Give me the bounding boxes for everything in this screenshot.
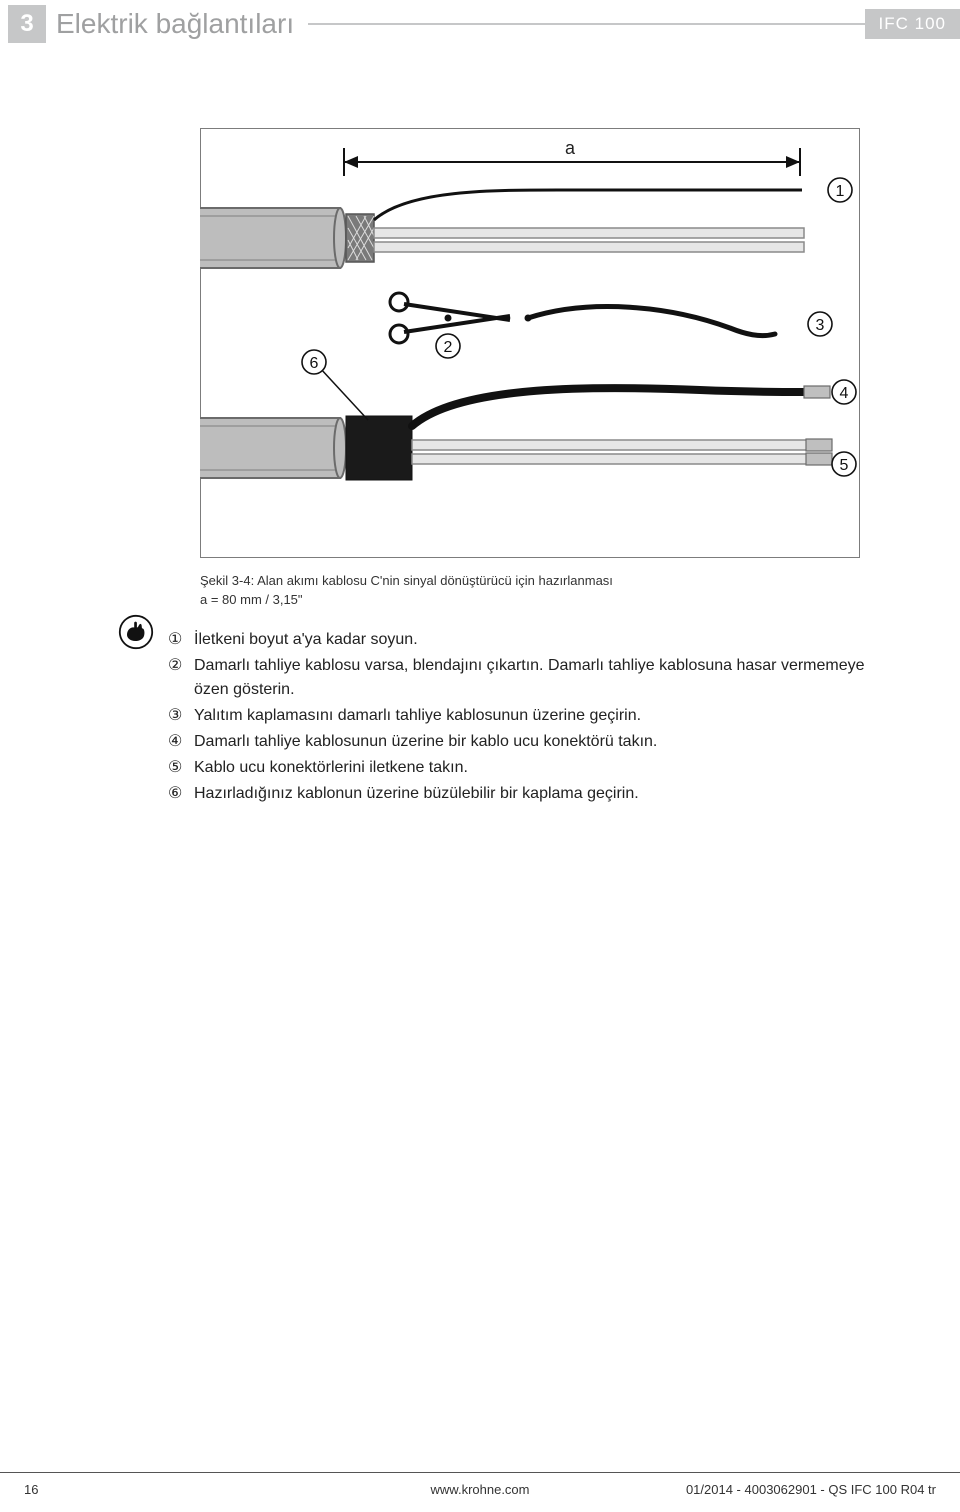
step-row: ⑥ Hazırladığınız kablonun üzerine büzüle… [168,782,880,806]
step-row: ② Damarlı tahliye kablosu varsa, blendaj… [168,654,880,702]
product-badge: IFC 100 [865,9,960,39]
figure-caption: Şekil 3-4: Alan akımı kablosu C'nin siny… [200,572,860,610]
callout-5: 5 [840,457,849,474]
section-title: Elektrik bağlantıları [56,8,294,40]
step-text: Damarlı tahliye kablosu varsa, blendajın… [194,654,880,702]
figure-container: a [200,128,860,558]
section-number: 3 [20,10,33,38]
page-number: 16 [24,1482,38,1497]
page-header: 3 Elektrik bağlantıları IFC 100 [0,0,960,48]
step-text: Yalıtım kaplamasını damarlı tahliye kabl… [194,704,880,728]
footer-url: www.krohne.com [431,1482,530,1497]
step-row: ⑤ Kablo ucu konektörlerini iletkene takı… [168,756,880,780]
footer-docref: 01/2014 - 4003062901 - QS IFC 100 R04 tr [686,1482,936,1497]
step-row: ③ Yalıtım kaplamasını damarlı tahliye ka… [168,704,880,728]
note-hand-icon [118,614,154,650]
step-marker: ③ [168,704,194,728]
step-text: Hazırladığınız kablonun üzerine büzülebi… [194,782,880,806]
step-text: Kablo ucu konektörlerini iletkene takın. [194,756,880,780]
callout-3: 3 [816,317,825,334]
callout-2: 2 [444,339,453,356]
page-footer: 16 www.krohne.com 01/2014 - 4003062901 -… [0,1472,960,1500]
step-marker: ④ [168,730,194,754]
steps-list: ① İletkeni boyut a'ya kadar soyun. ② Dam… [168,628,880,806]
caption-line-1: Şekil 3-4: Alan akımı kablosu C'nin siny… [200,572,860,591]
callout-1: 1 [836,183,845,200]
callout-6: 6 [310,355,319,372]
step-row: ① İletkeni boyut a'ya kadar soyun. [168,628,880,652]
callout-4: 4 [840,385,849,402]
step-text: İletkeni boyut a'ya kadar soyun. [194,628,880,652]
step-text: Damarlı tahliye kablosunun üzerine bir k… [194,730,880,754]
cable-diagram: a [200,128,860,558]
section-number-box: 3 [8,5,46,43]
step-row: ④ Damarlı tahliye kablosunun üzerine bir… [168,730,880,754]
step-marker: ⑥ [168,782,194,806]
dimension-label-a: a [565,138,576,158]
step-marker: ② [168,654,194,678]
step-marker: ① [168,628,194,652]
step-marker: ⑤ [168,756,194,780]
header-rule [308,23,864,25]
caption-line-2: a = 80 mm / 3,15" [200,591,860,610]
